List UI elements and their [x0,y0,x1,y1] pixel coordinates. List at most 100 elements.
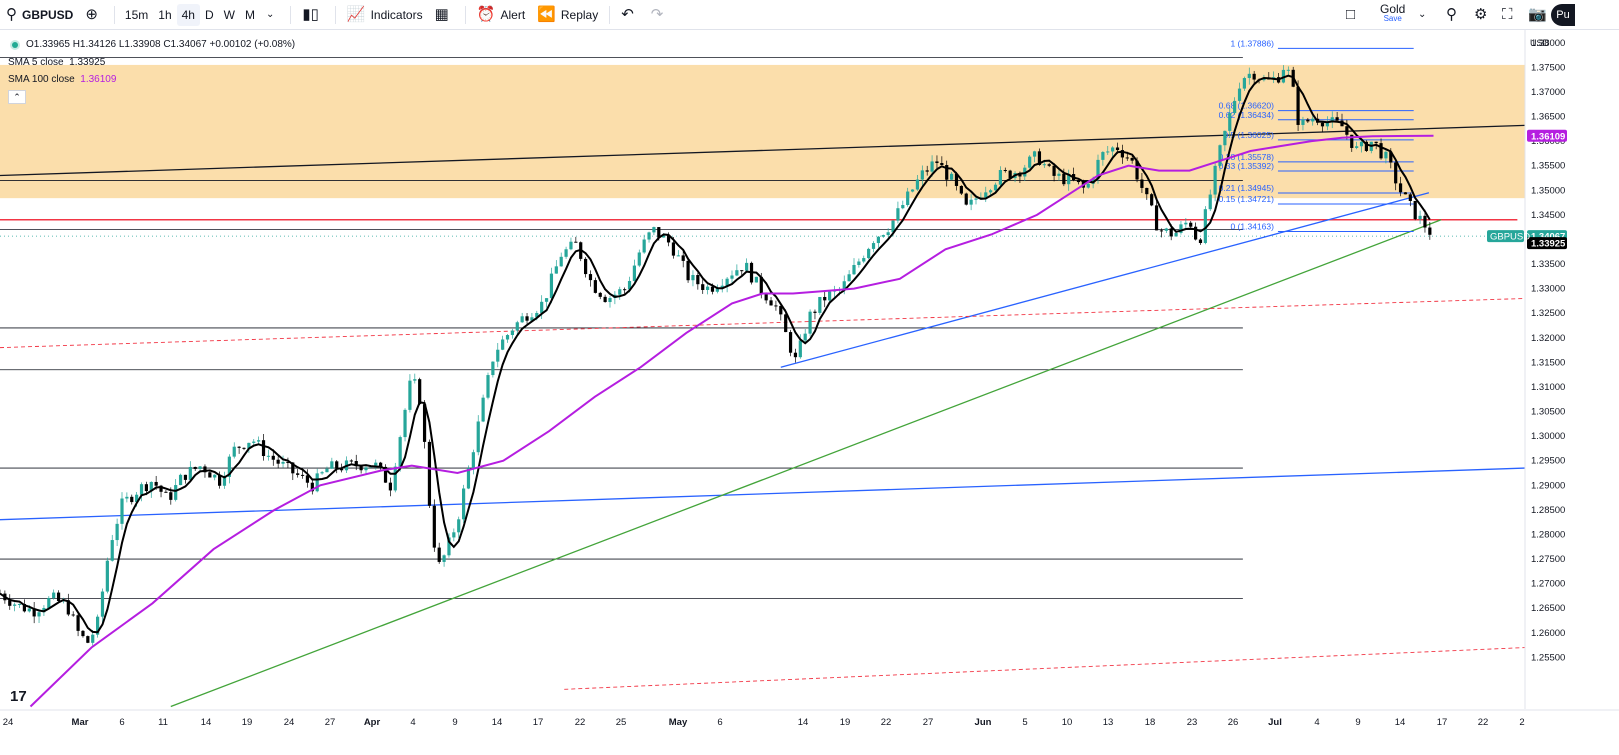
candle-body [1203,209,1207,244]
candle-body [300,474,305,476]
candle-body [281,461,285,464]
price-tick-label: 1.27500 [1531,554,1565,565]
resistance-zone [0,64,1525,199]
time-tick-label: 27 [325,717,336,728]
symbol-search[interactable]: ⚲ GBPUSD [0,0,79,30]
candle-body [730,275,734,279]
candle-body [891,220,895,233]
fib-level-label: 0.62 (1.36434) [1219,110,1274,120]
sma5-price-label-bg [1527,237,1567,250]
candle-body [1408,194,1412,201]
candle-body [257,440,261,442]
candle-body [1398,183,1403,193]
candle-body [725,278,729,286]
candle-body [540,301,544,313]
chart-type-button[interactable]: ▮▯ [296,0,330,30]
candle-body [1403,192,1408,195]
indicators-button[interactable]: 📈 Indicators [341,0,429,30]
timeframe-m[interactable]: M [244,7,255,22]
collapse-legend-button[interactable]: ⌃ [8,89,26,104]
alert-label: Alert [500,7,526,22]
compare-button[interactable]: ⊕ [79,0,109,30]
candle-body [554,266,558,274]
candle-body [1189,222,1193,227]
candle-body [1159,230,1164,232]
layout-save[interactable]: Gold Save [1380,3,1405,23]
candle-body [657,227,661,238]
candle-body [437,547,441,562]
candle-body [647,232,651,240]
candle-body [37,612,41,617]
candle-body [315,473,319,492]
sma5-row[interactable]: SMA 5 close 1.33925 [8,54,295,72]
currency-label[interactable]: USD [1530,38,1550,48]
time-tick-label: Jul [1268,717,1282,728]
candle-body [1306,119,1310,122]
candle-body [100,591,105,617]
ohlc-row: O1.33965 H1.34126 L1.33908 C1.34067 +0.0… [8,36,295,54]
timeframe-1h[interactable]: 1h [158,7,172,22]
candle-body [1355,146,1359,148]
symbol-label: GBPUSD [22,7,74,22]
candle-body [271,455,275,460]
candle-body [457,519,461,533]
templates-button[interactable]: ▦ [429,0,460,30]
price-tick-label: 1.29000 [1531,480,1565,491]
candle-body [325,468,329,473]
timeframe-15m[interactable]: 15m [124,7,149,22]
candle-body [403,409,407,438]
sma100-price-label: 1.36109 [1531,131,1565,142]
candle-body [159,485,163,492]
candle-body [852,264,856,275]
separator [334,5,336,24]
candle-body [745,262,749,271]
tradingview-logo-icon[interactable]: 17 [10,688,27,705]
time-tick-label: 5 [1022,717,1027,728]
candle-body [969,199,973,205]
candle-body [76,615,80,631]
timeframe-4h[interactable]: 4h [176,3,200,26]
candle-body [608,298,612,303]
sma100-row[interactable]: SMA 100 close 1.36109 [8,71,295,89]
undo-button[interactable]: ↶ [615,0,645,30]
timeframe-dropdown[interactable]: ⌄ [260,0,285,30]
timeframe-w[interactable]: W [223,7,235,22]
alert-button[interactable]: ⏰ Alert [471,0,531,30]
candle-body [505,335,510,340]
time-tick-label: 22 [575,717,586,728]
layout-dropdown[interactable]: ⌄ [1412,0,1437,30]
candle-body [408,380,412,410]
gear-icon: ⚙ [1474,6,1488,23]
candle-body [359,466,363,471]
quick-search-button[interactable]: ⚲ [1440,0,1468,30]
candle-body [466,468,471,489]
fullscreen-layout-button[interactable]: □ [1340,0,1366,30]
settings-button[interactable]: ⚙ [1468,0,1498,30]
sma5-line [0,74,1431,634]
fullscreen-button[interactable]: ⛶ [1496,0,1524,30]
candle-body [1350,134,1354,148]
redo-button[interactable]: ↷ [645,0,675,30]
grid-icon: ▦ [434,6,449,23]
time-axis: 24 Mar 6 11 14 19 24 27 Apr 4 9 14 17 22 25 May 6 14 19 22 2… [0,709,1619,728]
candle-body [998,170,1002,185]
profile-button[interactable]: Pu [1551,4,1575,26]
layout-name: Gold [1380,2,1406,16]
rewind-icon: ⏪ [537,6,556,23]
candle-body [56,592,61,601]
replay-button[interactable]: ⏪ Replay [531,0,604,30]
candle-body [232,446,236,457]
price-tick-label: 1.25500 [1531,652,1565,663]
price-tick-label: 1.31000 [1531,382,1565,393]
time-tick-label: 4 [1314,717,1319,728]
price-chart[interactable]: 1 (1.37886) 0.68 (1.36620)0.62 (1.36434) 0… [0,30,1619,755]
candle-body [764,294,768,301]
price-tick-label: 1.36500 [1531,112,1565,123]
candle-body [627,280,632,290]
price-tick-label: 1.35000 [1531,185,1565,196]
trend-line [780,192,1430,368]
snapshot-button[interactable]: 📷 [1522,0,1558,30]
timeframe-d[interactable]: D [204,7,214,22]
candle-body [178,474,183,486]
trend-line [170,219,1442,708]
